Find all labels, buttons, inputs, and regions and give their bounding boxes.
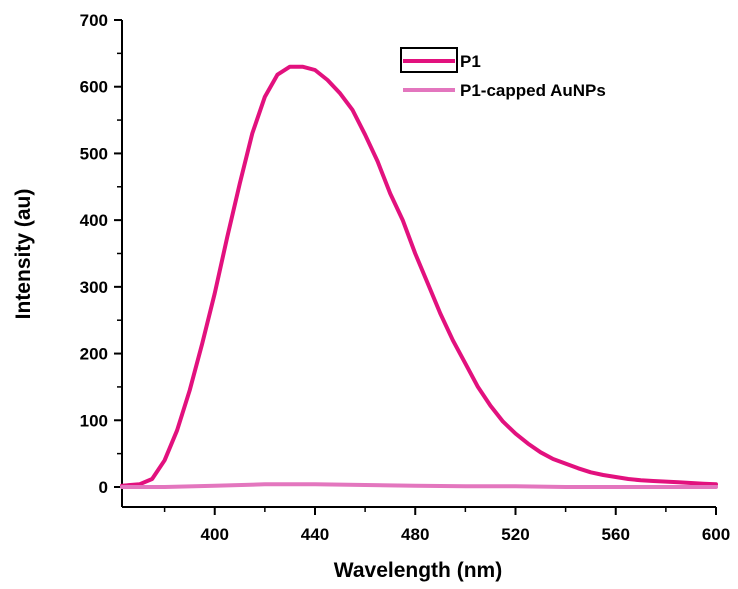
plot-lines [120, 64, 718, 489]
x-axis-title: Wavelength (nm) [334, 559, 502, 582]
y-tick-label: 500 [80, 144, 108, 163]
series-line-1 [120, 64, 718, 488]
y-tick-label: 300 [80, 278, 108, 297]
x-tick-label: 480 [401, 525, 429, 544]
legend-label-2: P1-capped AuNPs [460, 81, 606, 100]
y-tick-label: 0 [99, 478, 108, 497]
y-tick-label: 200 [80, 345, 108, 364]
x-tick-label: 520 [501, 525, 529, 544]
y-tick-label: 400 [80, 211, 108, 230]
legend-highlight-box [400, 47, 458, 73]
y-axis-title: Intensity (au) [12, 189, 35, 320]
y-tick-label: 600 [80, 78, 108, 97]
x-tick-label: 400 [201, 525, 229, 544]
legend-label-1: P1 [460, 52, 481, 71]
legend: P1 P1-capped AuNPs [400, 47, 606, 100]
x-tick-label: 560 [602, 525, 630, 544]
x-tick-label: 600 [702, 525, 730, 544]
series-line-2 [120, 482, 718, 489]
axes: 0 100 200 300 400 500 600 700 400 440 480 520 560 600 [80, 11, 731, 544]
y-tick-label: 700 [80, 11, 108, 30]
y-tick-label: 100 [80, 411, 108, 430]
x-tick-label: 440 [301, 525, 329, 544]
